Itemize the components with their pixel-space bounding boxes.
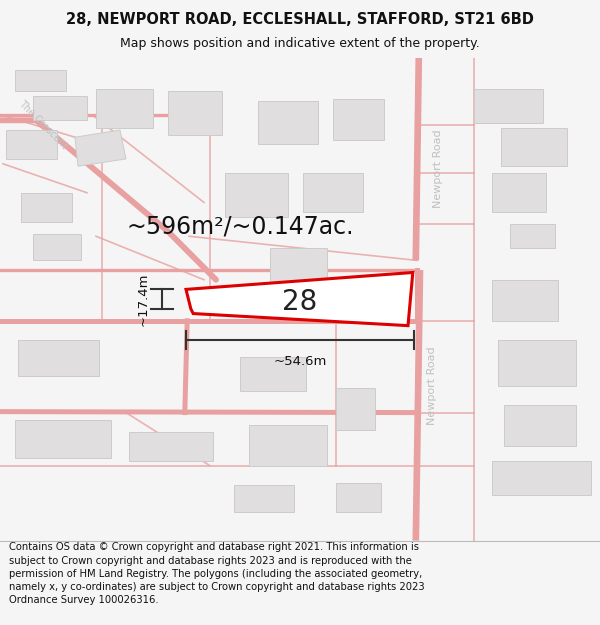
Polygon shape xyxy=(186,272,413,326)
Polygon shape xyxy=(336,389,375,429)
Text: ~54.6m: ~54.6m xyxy=(274,354,326,367)
Text: Contains OS data © Crown copyright and database right 2021. This information is
: Contains OS data © Crown copyright and d… xyxy=(9,542,425,605)
Text: ~596m²/~0.147ac.: ~596m²/~0.147ac. xyxy=(126,214,354,239)
Text: Map shows position and indicative extent of the property.: Map shows position and indicative extent… xyxy=(120,38,480,51)
Text: 28, NEWPORT ROAD, ECCLESHALL, STAFFORD, ST21 6BD: 28, NEWPORT ROAD, ECCLESHALL, STAFFORD, … xyxy=(66,11,534,26)
Polygon shape xyxy=(234,485,294,512)
Polygon shape xyxy=(492,280,558,321)
Polygon shape xyxy=(21,192,72,222)
Text: ~17.4m: ~17.4m xyxy=(137,272,150,326)
Polygon shape xyxy=(168,91,222,135)
Polygon shape xyxy=(249,424,327,466)
Polygon shape xyxy=(15,420,111,459)
Polygon shape xyxy=(333,99,384,139)
Text: The Crescent: The Crescent xyxy=(17,99,70,151)
Text: 28: 28 xyxy=(281,288,317,316)
Polygon shape xyxy=(510,224,555,248)
Polygon shape xyxy=(474,89,543,122)
Polygon shape xyxy=(498,340,576,386)
Polygon shape xyxy=(303,174,363,212)
Polygon shape xyxy=(75,130,126,166)
Text: Newport Road: Newport Road xyxy=(427,347,437,426)
Polygon shape xyxy=(258,101,318,144)
Polygon shape xyxy=(15,69,66,91)
Polygon shape xyxy=(336,482,381,512)
Polygon shape xyxy=(6,130,57,159)
Polygon shape xyxy=(225,174,288,217)
Polygon shape xyxy=(501,127,567,166)
Polygon shape xyxy=(33,234,81,261)
Polygon shape xyxy=(96,89,153,127)
Text: Newport Road: Newport Road xyxy=(433,129,443,208)
Polygon shape xyxy=(492,461,591,495)
Polygon shape xyxy=(504,406,576,446)
Polygon shape xyxy=(492,174,546,212)
Polygon shape xyxy=(33,96,87,120)
Polygon shape xyxy=(270,248,327,287)
Polygon shape xyxy=(240,357,306,391)
Polygon shape xyxy=(129,432,213,461)
Polygon shape xyxy=(18,340,99,376)
